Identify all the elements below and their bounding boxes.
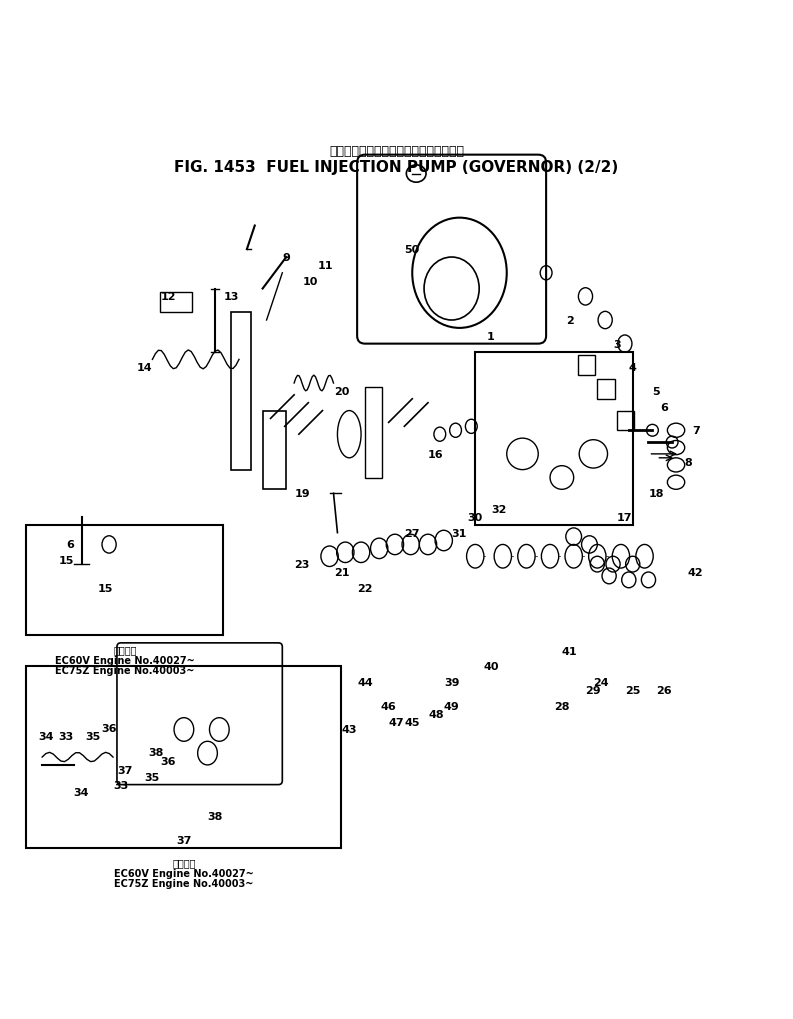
- Text: 適用号番: 適用号番: [113, 645, 136, 655]
- Text: 19: 19: [294, 489, 310, 498]
- Text: 29: 29: [585, 686, 601, 695]
- Text: 32: 32: [491, 504, 507, 515]
- Text: 21: 21: [334, 568, 349, 578]
- Bar: [26, 525, 224, 636]
- Text: 16: 16: [428, 449, 444, 460]
- Text: 36: 36: [160, 756, 176, 766]
- Text: 3: 3: [613, 339, 621, 350]
- Text: 6: 6: [66, 540, 74, 550]
- Text: 33: 33: [113, 780, 128, 790]
- Text: 13: 13: [224, 292, 239, 302]
- Text: 1: 1: [487, 331, 495, 341]
- Text: 42: 42: [688, 568, 703, 578]
- Text: 40: 40: [483, 661, 499, 672]
- Text: 23: 23: [294, 559, 310, 570]
- Text: 17: 17: [617, 513, 633, 523]
- Text: 37: 37: [176, 835, 192, 845]
- Text: 24: 24: [593, 678, 609, 688]
- Text: 18: 18: [649, 489, 664, 498]
- Text: 15: 15: [58, 555, 74, 566]
- Text: 41: 41: [562, 646, 577, 656]
- Text: 22: 22: [358, 583, 373, 593]
- Text: 44: 44: [357, 678, 373, 688]
- Text: 9: 9: [282, 253, 290, 263]
- Text: 31: 31: [452, 528, 467, 538]
- Text: 11: 11: [318, 261, 333, 271]
- Text: 35: 35: [145, 772, 160, 782]
- Text: 38: 38: [208, 811, 223, 821]
- Text: 34: 34: [38, 732, 54, 742]
- Text: 適用号番: 適用号番: [172, 857, 196, 867]
- Text: 50: 50: [404, 245, 419, 255]
- Text: 37: 37: [117, 765, 132, 775]
- Text: 33: 33: [58, 732, 74, 742]
- Text: EC60V Engine No.40027~: EC60V Engine No.40027~: [55, 656, 195, 665]
- Text: 34: 34: [74, 788, 90, 798]
- Text: 5: 5: [653, 386, 660, 396]
- Text: 15: 15: [98, 583, 113, 593]
- Text: EC60V Engine No.40027~: EC60V Engine No.40027~: [114, 868, 254, 878]
- Text: 39: 39: [444, 678, 459, 688]
- Text: EC75Z Engine No.40003~: EC75Z Engine No.40003~: [56, 665, 194, 676]
- Text: 30: 30: [468, 513, 483, 523]
- Text: 20: 20: [334, 386, 349, 396]
- Text: 49: 49: [444, 701, 459, 711]
- Text: 35: 35: [86, 732, 101, 742]
- Text: 46: 46: [381, 701, 396, 711]
- Text: 2: 2: [566, 316, 573, 326]
- Text: 6: 6: [661, 403, 668, 413]
- Text: 27: 27: [404, 528, 420, 538]
- Text: 38: 38: [148, 747, 164, 757]
- Text: 36: 36: [102, 723, 117, 734]
- Text: 12: 12: [160, 292, 176, 302]
- Text: フェルインジェクションポンプ　ガバナ: フェルインジェクションポンプ ガバナ: [329, 145, 464, 158]
- Text: 28: 28: [554, 701, 569, 711]
- Text: EC75Z Engine No.40003~: EC75Z Engine No.40003~: [114, 877, 254, 888]
- Text: 25: 25: [625, 686, 641, 695]
- Text: 7: 7: [691, 426, 699, 436]
- Text: 14: 14: [136, 363, 152, 373]
- Text: 4: 4: [629, 363, 637, 373]
- Text: 43: 43: [342, 725, 357, 735]
- Text: 10: 10: [302, 276, 317, 286]
- Text: FIG. 1453  FUEL INJECTION PUMP (GOVERNOR) (2/2): FIG. 1453 FUEL INJECTION PUMP (GOVERNOR)…: [174, 160, 619, 175]
- Text: 26: 26: [657, 686, 672, 695]
- Text: 8: 8: [684, 458, 691, 468]
- Text: 45: 45: [404, 717, 420, 727]
- Text: 47: 47: [389, 717, 404, 727]
- Text: 48: 48: [428, 709, 444, 719]
- Bar: [26, 666, 341, 848]
